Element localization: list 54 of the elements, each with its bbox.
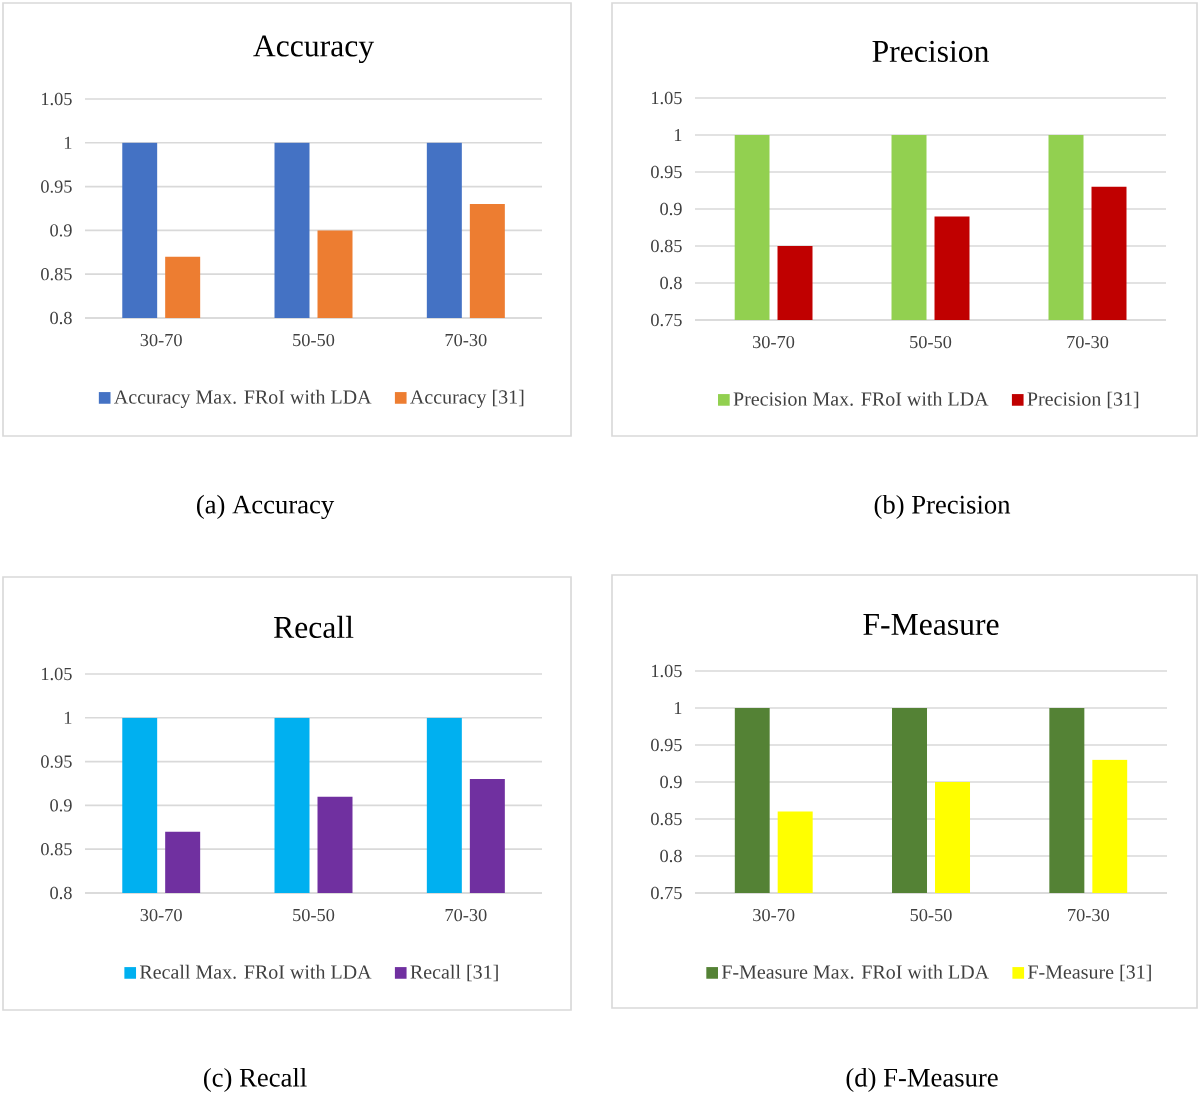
- y-tick-label: 0.8: [660, 276, 682, 290]
- y-tick-label: 1: [64, 136, 72, 149]
- y-tick-label: 0.95: [651, 165, 682, 179]
- x-tick-label: 70-30: [445, 908, 487, 922]
- y-tick-label: 1: [674, 128, 682, 142]
- y-tick-label: 1: [674, 701, 682, 715]
- x-tick-label: 50-50: [293, 333, 335, 347]
- y-tick-label: 0.9: [50, 799, 72, 812]
- text: (d) F-Measure: [846, 1067, 998, 1093]
- chart-title: Recall: [273, 615, 354, 639]
- y-tick-label: 0.85: [41, 842, 72, 856]
- chart-title: Accuracy: [253, 35, 375, 64]
- x-tick-label: 50-50: [293, 908, 335, 922]
- x-tick-label: 30-70: [140, 333, 182, 347]
- x-tick-label: 30-70: [753, 908, 795, 922]
- x-tick-label: 50-50: [910, 908, 952, 922]
- y-tick-label: 1.05: [651, 664, 682, 678]
- y-tick-label: 0.95: [41, 180, 72, 193]
- legend-label: F-Measure Max. FRoI with LDA: [721, 964, 989, 979]
- x-tick-label: 70-30: [1068, 908, 1110, 922]
- legend-label: Precision Max. FRoI with LDA: [733, 391, 989, 406]
- y-tick-label: 0.75: [651, 313, 682, 327]
- y-tick-label: 0.8: [50, 886, 72, 900]
- legend-label: Recall [31]: [410, 964, 498, 982]
- y-tick-label: 1: [64, 711, 72, 724]
- y-tick-label: 1.05: [41, 92, 72, 106]
- y-tick-label: 0.8: [50, 311, 72, 325]
- x-tick-label: 30-70: [753, 335, 795, 349]
- legend-label: Accuracy [31]: [410, 389, 524, 408]
- legend-label: F-Measure [31]: [1027, 964, 1151, 982]
- y-tick-label: 0.9: [660, 202, 682, 216]
- legend-label: Recall Max. FRoI with LDA: [139, 964, 372, 979]
- y-tick-label: 1.05: [41, 667, 72, 681]
- text: (c) Recall: [204, 1067, 307, 1093]
- text: (a) Accuracy: [196, 494, 335, 520]
- y-tick-label: 0.75: [651, 886, 682, 900]
- y-tick-label: 1.05: [651, 91, 682, 105]
- x-tick-label: 50-50: [910, 335, 952, 349]
- legend-label: Accuracy Max. FRoI with LDA: [114, 389, 372, 408]
- y-tick-label: 0.8: [660, 849, 682, 863]
- y-tick-label: 0.85: [41, 267, 72, 281]
- y-tick-label: 0.9: [50, 224, 72, 237]
- legend-label: Precision [31]: [1027, 391, 1139, 409]
- y-tick-label: 0.85: [651, 812, 682, 826]
- y-tick-label: 0.9: [660, 775, 682, 789]
- y-tick-label: 0.95: [651, 738, 682, 752]
- chart-title: F-Measure: [863, 614, 999, 636]
- chart-title: Precision: [872, 40, 989, 63]
- x-tick-label: 70-30: [445, 333, 487, 347]
- y-tick-label: 0.85: [651, 239, 682, 253]
- x-tick-label: 30-70: [140, 908, 182, 922]
- y-tick-label: 0.95: [41, 755, 72, 768]
- x-tick-label: 70-30: [1067, 335, 1109, 349]
- text: (b) Precision: [874, 494, 1011, 520]
